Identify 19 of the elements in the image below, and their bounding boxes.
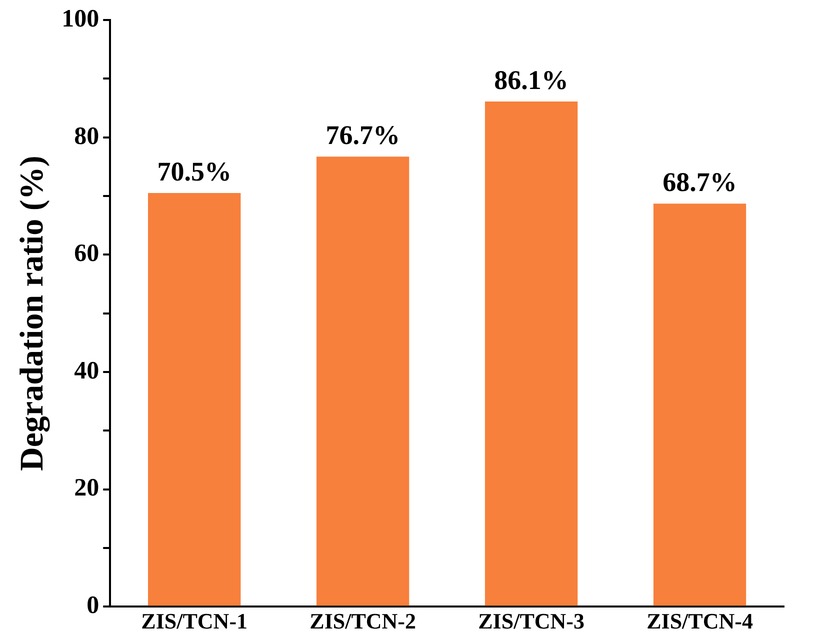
y-tick-label: 100 (62, 5, 100, 32)
y-tick-label: 20 (74, 474, 100, 502)
bar (148, 193, 241, 606)
x-tick-label: ZIS/TCN-2 (310, 608, 416, 634)
data-label: 76.7% (326, 120, 400, 150)
y-tick-label: 0 (86, 592, 100, 620)
x-tick-label: ZIS/TCN-1 (141, 608, 248, 634)
y-tick-label: 40 (74, 357, 100, 384)
data-label: 70.5% (157, 156, 232, 187)
data-label: 68.7% (662, 167, 737, 198)
y-tick-label: 60 (74, 240, 100, 268)
bar (653, 204, 746, 606)
data-label: 86.1% (494, 65, 568, 96)
x-tick-label: ZIS/TCN-4 (646, 608, 753, 634)
bar (316, 156, 410, 606)
x-tick-label: ZIS/TCN-3 (478, 608, 584, 634)
y-tick-label: 80 (74, 122, 100, 150)
bar (484, 102, 578, 606)
y-axis-title: Degradation ratio (%) (14, 156, 50, 471)
